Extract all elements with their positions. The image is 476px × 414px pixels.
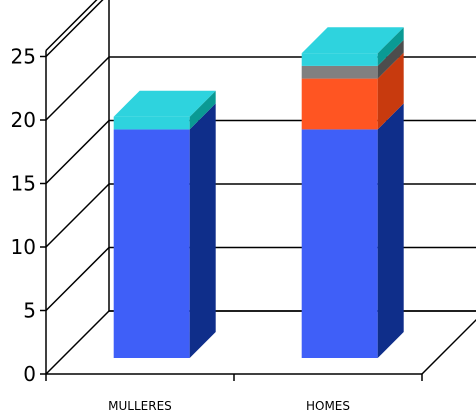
y-tick-label-3: 15 bbox=[11, 172, 36, 196]
gridline-diagonal-3 bbox=[45, 119, 110, 185]
bar-side-0-0 bbox=[189, 103, 216, 359]
bar-front-1-1 bbox=[301, 78, 378, 130]
gridline-diagonal-1 bbox=[45, 246, 110, 312]
bars bbox=[113, 27, 404, 359]
gridline-diagonal-0 bbox=[45, 310, 110, 375]
y-tick-label-0: 0 bbox=[23, 362, 36, 386]
y-tick-label-5: 25 bbox=[11, 45, 36, 69]
labels: 0 5 10 15 20 25 MULLERES HOMES bbox=[11, 45, 350, 414]
bar-side-1-3 bbox=[377, 27, 404, 66]
bar-front-0-3 bbox=[113, 116, 190, 130]
bar-front-1-3 bbox=[301, 53, 378, 66]
bar-side-0-3 bbox=[189, 90, 216, 130]
y-tick-label-1: 5 bbox=[23, 299, 36, 323]
bar-side-1-2 bbox=[377, 39, 404, 79]
bar-top-1 bbox=[301, 27, 404, 54]
category-label-0: MULLERES bbox=[108, 399, 172, 413]
y-tick-label-4: 20 bbox=[11, 108, 36, 132]
bar-side-1-1 bbox=[377, 52, 404, 130]
bar-front-0-0 bbox=[113, 129, 190, 358]
axes bbox=[40, 0, 476, 381]
floor-right-edge bbox=[421, 318, 476, 375]
gridline-diagonal-2 bbox=[45, 183, 110, 248]
bar-front-1-2 bbox=[301, 65, 378, 79]
bar-front-1-0 bbox=[301, 129, 378, 358]
y-axis-top-diagonal bbox=[45, 0, 98, 52]
category-label-1: HOMES bbox=[306, 399, 350, 413]
gridline-diagonal-5 bbox=[45, 0, 104, 58]
bar-side-1-0 bbox=[377, 103, 404, 359]
y-tick-label-2: 10 bbox=[11, 235, 36, 259]
bar-top-0 bbox=[113, 90, 216, 117]
gridline-diagonal-4 bbox=[45, 56, 110, 121]
